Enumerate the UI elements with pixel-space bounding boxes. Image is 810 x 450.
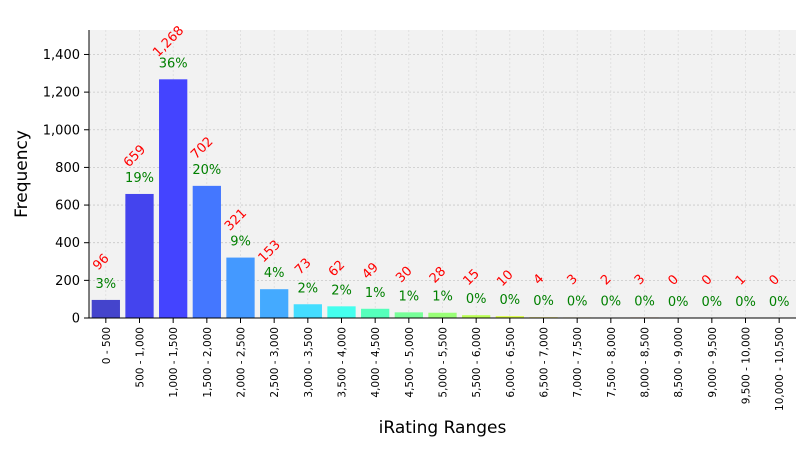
percent-label: 0% — [466, 292, 487, 307]
x-tick-label: 2,500 - 3,000 — [269, 327, 281, 398]
percent-label: 2% — [331, 283, 352, 298]
x-tick-label: 9,500 - 10,000 — [741, 327, 753, 404]
percent-label: 1% — [365, 286, 386, 301]
bars — [91, 79, 760, 318]
percent-label: 0% — [702, 295, 723, 310]
y-tick-label: 0 — [72, 312, 80, 327]
bar — [428, 312, 457, 318]
percent-label: 3% — [96, 277, 117, 292]
percent-label: 0% — [601, 295, 622, 310]
bar — [159, 79, 188, 318]
bar — [495, 316, 524, 318]
x-tick-label: 0 - 500 — [101, 327, 113, 364]
x-tick-label: 8,500 - 9,000 — [673, 327, 685, 398]
x-tick-label: 10,000 - 10,500 — [774, 327, 786, 411]
y-tick-label: 800 — [55, 161, 80, 176]
x-tick-label: 6,000 - 6,500 — [505, 327, 517, 398]
x-axis-ticks: 0 - 500 500 - 1,000 1,000 - 1,500 1,500 - 2… — [101, 318, 786, 411]
x-tick-label: 3,500 - 4,000 — [337, 327, 349, 398]
x-tick-label: 4,000 - 4,500 — [370, 327, 382, 398]
x-tick-label: 5,500 - 6,000 — [471, 327, 483, 398]
bar — [226, 257, 255, 318]
y-tick-label: 400 — [55, 236, 80, 251]
bar — [260, 289, 289, 318]
percent-label: 1% — [432, 290, 453, 305]
x-tick-label: 3,000 - 3,500 — [303, 327, 315, 398]
bar — [361, 308, 390, 318]
percent-label: 0% — [567, 294, 588, 309]
y-tick-label: 1,400 — [43, 48, 80, 63]
x-tick-label: 7,500 - 8,000 — [606, 327, 618, 398]
bar — [327, 306, 356, 318]
x-tick-label: 2,000 - 2,500 — [236, 327, 248, 398]
x-tick-label: 9,000 - 9,500 — [707, 327, 719, 398]
percent-label: 1% — [399, 289, 420, 304]
x-tick-label: 8,000 - 8,500 — [640, 327, 652, 398]
percent-label: 2% — [298, 281, 319, 296]
y-tick-label: 1,000 — [43, 123, 80, 138]
percent-label: 19% — [125, 171, 154, 186]
bar — [394, 312, 423, 318]
percent-label: 0% — [769, 295, 790, 310]
percent-label: 20% — [192, 163, 221, 178]
x-tick-label: 5,000 - 5,500 — [438, 327, 450, 398]
x-tick-label: 1,000 - 1,500 — [168, 327, 180, 398]
y-tick-label: 200 — [55, 274, 80, 289]
y-axis-title: Frequency — [12, 130, 32, 218]
x-tick-label: 7,000 - 7,500 — [572, 327, 584, 398]
y-tick-label: 1,200 — [43, 86, 80, 101]
percent-label: 0% — [668, 295, 689, 310]
x-tick-label: 500 - 1,000 — [135, 327, 147, 388]
x-tick-label: 1,500 - 2,000 — [202, 327, 214, 398]
percent-label: 9% — [230, 235, 251, 250]
percent-label: 0% — [634, 294, 655, 309]
bar — [293, 304, 322, 318]
x-tick-label: 4,500 - 5,000 — [404, 327, 416, 398]
y-axis-ticks: 0 200 400 600 800 1,000 1,200 1,400 — [43, 48, 89, 327]
bar — [91, 299, 120, 318]
x-tick-label: 6,500 - 7,000 — [539, 327, 551, 398]
bar — [125, 193, 154, 318]
y-tick-label: 600 — [55, 199, 80, 214]
percent-label: 0% — [533, 294, 554, 309]
percent-label: 4% — [264, 266, 285, 281]
percent-label: 36% — [159, 56, 188, 71]
percent-label: 0% — [735, 295, 756, 310]
bar — [192, 185, 221, 318]
bar — [462, 315, 491, 318]
percent-label: 0% — [500, 293, 521, 308]
x-axis-title: iRating Ranges — [379, 418, 507, 438]
